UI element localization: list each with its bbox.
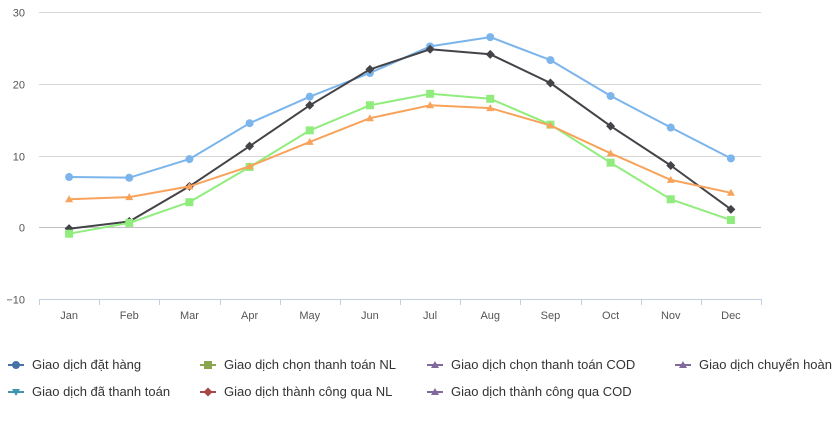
x-tick-label: Jan: [60, 310, 78, 322]
legend-marker-icon: [204, 361, 212, 369]
legend-label: Giao dịch chọn thanh toán COD: [451, 357, 636, 372]
circle-marker-icon: [8, 361, 24, 369]
data-point: [426, 89, 435, 98]
x-tick-label: Aug: [480, 310, 500, 322]
data-point: [606, 91, 615, 100]
y-axis: −10 0 10 20 30: [6, 8, 25, 307]
series-line: [68, 48, 732, 230]
y-tick-label: 0: [19, 223, 25, 235]
data-point: [305, 137, 314, 145]
y-tick-label: −10: [6, 295, 25, 307]
y-tick-label: 30: [13, 8, 25, 20]
y-tick-label: 20: [13, 80, 25, 92]
series-line: [68, 92, 732, 235]
data-point: [726, 216, 735, 225]
series-2: [64, 44, 736, 234]
x-tick-label: May: [299, 310, 320, 322]
data-point: [305, 126, 314, 135]
data-point: [185, 155, 194, 164]
data-point: [606, 121, 616, 131]
data-point: [666, 175, 675, 183]
data-point: [305, 92, 314, 101]
data-point: [486, 104, 495, 112]
x-tick-label: Mar: [180, 310, 199, 322]
data-point: [486, 94, 495, 103]
data-point: [245, 119, 254, 128]
data-point: [726, 204, 736, 214]
x-tick-label: Sep: [541, 310, 561, 322]
legend-marker-icon: [679, 361, 687, 368]
x-tick-label: Nov: [661, 310, 681, 322]
legend-label: Giao dịch đã thanh toán: [32, 384, 171, 399]
legend-marker-icon: [431, 361, 439, 368]
data-point: [426, 101, 435, 109]
legend-label: Giao dịch chuyển hoàn: [699, 357, 832, 372]
data-point: [606, 158, 615, 167]
x-tick-label: Jun: [361, 310, 379, 322]
grid-lines: [39, 12, 761, 228]
data-point: [425, 44, 435, 54]
triangle-marker-icon: [427, 388, 443, 395]
data-point: [365, 101, 374, 110]
data-point: [245, 162, 254, 170]
x-tick-label: Oct: [602, 310, 619, 322]
data-point: [545, 78, 555, 88]
data-point: [65, 229, 74, 238]
series-3: [65, 89, 735, 238]
legend-marker-icon: [203, 387, 213, 397]
y-tick-label: 10: [13, 152, 25, 164]
triangle-marker-icon: [427, 361, 443, 368]
legend-label: Giao dịch đặt hàng: [32, 357, 142, 372]
legend-marker-icon: [12, 389, 20, 396]
x-tick-label: Feb: [120, 310, 139, 322]
series-group: [64, 33, 736, 238]
data-point: [185, 182, 194, 190]
data-point: [606, 149, 615, 157]
series-line: [68, 104, 732, 201]
data-point: [305, 100, 315, 110]
x-tick-label: Apr: [241, 310, 258, 322]
data-point: [546, 56, 555, 65]
legend-label: Giao dịch thành công qua COD: [451, 384, 632, 399]
x-tick-label: Jul: [423, 310, 437, 322]
legend-label: Giao dịch thành công qua NL: [224, 384, 393, 399]
data-point: [666, 195, 675, 204]
chart-legend: Giao dịch đặt hàng Giao dịch chọn thanh t…: [0, 356, 840, 416]
data-point: [486, 33, 495, 42]
data-point: [546, 121, 555, 129]
data-point: [726, 154, 735, 163]
triangle-marker-icon: [675, 361, 691, 368]
data-point: [65, 173, 74, 182]
data-point: [125, 173, 134, 182]
triangle-down-marker-icon: [8, 389, 24, 396]
data-point: [185, 198, 194, 207]
data-point: [666, 161, 676, 171]
data-point: [726, 188, 735, 196]
square-marker-icon: [200, 361, 216, 369]
legend-marker-icon: [431, 388, 439, 395]
data-point: [125, 193, 134, 201]
data-point: [365, 114, 374, 122]
data-point: [365, 64, 375, 74]
x-axis: Jan Feb Mar Apr May Jun Jul Aug Sep Oct Nov Dec: [39, 299, 762, 322]
legend-label: Giao dịch chọn thanh toán NL: [224, 357, 397, 372]
data-point: [485, 49, 495, 59]
series-4: [65, 101, 735, 203]
diamond-marker-icon: [200, 387, 216, 397]
legend-marker-icon: [12, 361, 20, 369]
data-point: [125, 218, 134, 227]
data-point: [666, 123, 675, 132]
x-tick-label: Dec: [721, 310, 741, 322]
data-point: [65, 195, 74, 203]
series-1: [65, 33, 735, 182]
data-point: [245, 141, 255, 151]
